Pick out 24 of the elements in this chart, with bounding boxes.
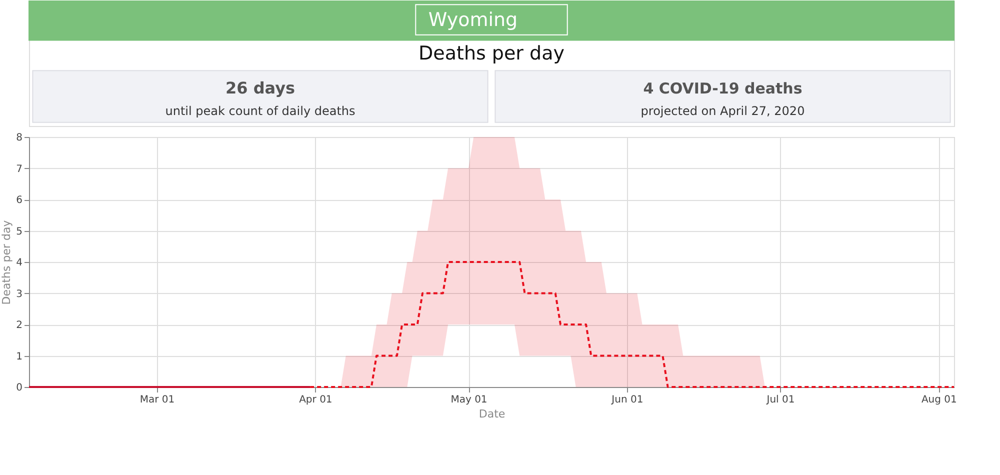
text: 26 days [225,78,296,98]
y-tick-label: 8 [16,132,22,144]
x-axis-title: Date [478,408,506,420]
x-tick-label: Apr 01 [299,394,332,406]
y-tick-label: 0 [16,382,22,394]
y-tick-label: 6 [16,195,22,206]
text: projected on April 27, 2020 [640,104,805,118]
y-tick-label: 3 [16,288,22,300]
y-tick-label: 1 [16,351,22,362]
line-series [309,261,955,388]
y-axis-title: Deaths per day [0,220,14,305]
x-tick-label: Aug 01 [921,394,957,406]
y-tick-label: 7 [16,164,22,175]
x-tick-label: Mar 01 [140,394,175,406]
text: 4 COVID-19 deaths [643,80,802,98]
y-tick-label: 2 [16,320,22,331]
chart-title: Deaths per day [418,42,564,65]
text: until peak count of daily deaths [165,104,356,118]
x-tick-label: Jul 01 [766,394,795,406]
y-tick-label: 4 [16,258,22,268]
y-tick-label: 5 [16,226,22,238]
text: Wyoming [428,8,518,31]
x-tick-label: Jun 01 [610,394,644,406]
x-tick-label: May 01 [450,394,488,406]
